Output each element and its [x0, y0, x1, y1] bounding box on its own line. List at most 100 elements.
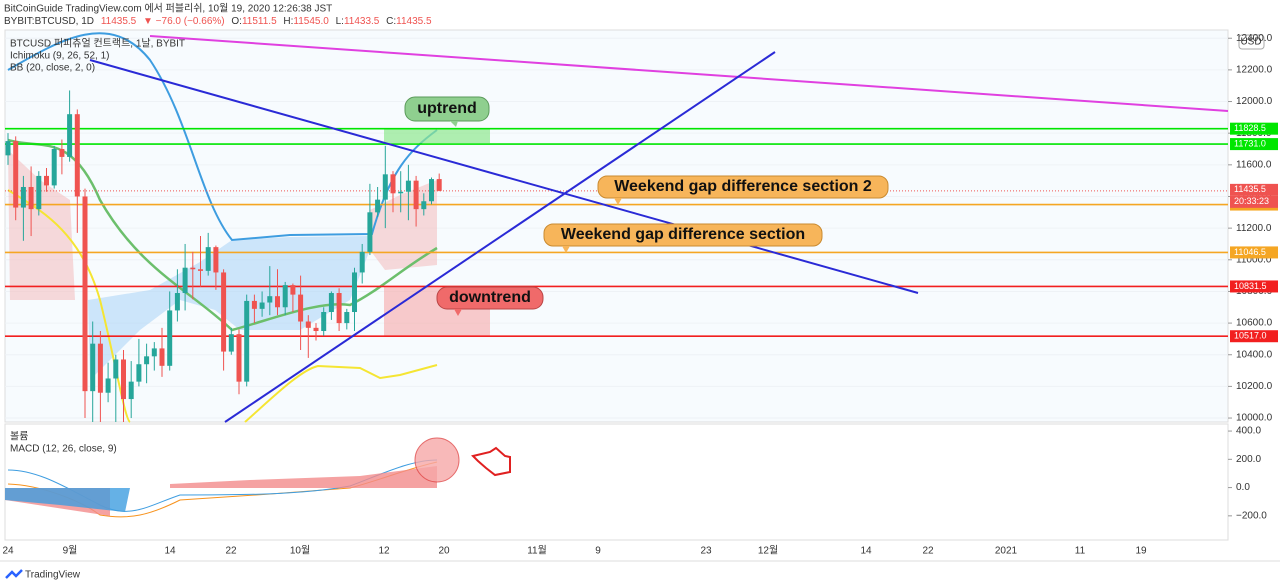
x-tick-label: 12	[378, 546, 390, 557]
callout-text: Weekend gap difference section	[561, 226, 805, 243]
c-value: 11435.5	[396, 16, 432, 27]
y-tick-label: 12000.0	[1236, 96, 1273, 107]
o-value: 11511.5	[242, 16, 277, 27]
candle-body	[5, 141, 11, 156]
callout	[543, 223, 823, 247]
level-label-badge	[1230, 122, 1278, 135]
candle-body	[375, 199, 381, 213]
candle-body	[67, 114, 73, 157]
candle-body	[413, 180, 419, 210]
legend-entry: BB (20, close, 2, 0)	[10, 63, 95, 74]
y-tick-label: 10000.0	[1236, 413, 1273, 424]
candle-body	[36, 175, 42, 210]
level-label-badge	[1230, 280, 1278, 293]
trend-line	[224, 51, 776, 423]
c-label: C:	[386, 16, 396, 27]
symbol-line: BYBIT:BTCUSD, 1D 11435.5 ▼ −76.0 (−0.66%…	[4, 16, 432, 27]
callout-tail	[450, 121, 458, 127]
countdown-label-badge	[1230, 195, 1278, 208]
candle-body	[251, 300, 257, 309]
x-tick-label: 11월	[527, 545, 547, 557]
candle-body	[382, 174, 388, 200]
candle-body	[367, 212, 373, 252]
candle-body	[436, 179, 442, 191]
y-tick-label: 200.0	[1236, 454, 1261, 465]
candle-body	[290, 285, 296, 295]
y-tick-label: 11000.0	[1236, 254, 1272, 265]
published-line: BitCoinGuide TradingView.com 에서 퍼블리쉬, 10…	[4, 3, 332, 15]
x-tick-label: 14	[164, 546, 176, 557]
level-label-badge	[1230, 330, 1278, 343]
legend-entry: Ichimoku (9, 26, 52, 1)	[10, 51, 110, 62]
y-tick-label: 400.0	[1236, 426, 1261, 437]
candle-body	[128, 381, 134, 400]
candle-body	[97, 343, 103, 393]
l-label: L:	[336, 16, 344, 27]
candle-body	[74, 114, 80, 197]
y-tick-label: 0.0	[1236, 482, 1250, 493]
candle-body	[51, 149, 57, 186]
candle-body	[282, 285, 288, 308]
candle-body	[13, 141, 19, 208]
legend-entry: BTCUSD 퍼피츄얼 컨트랙트, 1날, BYBIT	[10, 38, 185, 50]
lower-pane	[4, 423, 1229, 541]
candle-body	[244, 300, 250, 382]
x-tick-label: 14	[860, 546, 872, 557]
highlight-circle	[414, 437, 460, 483]
x-tick-label: 2021	[995, 546, 1018, 557]
currency[interactable]: USD	[1240, 37, 1261, 48]
volume-label: 볼륨	[10, 431, 28, 443]
candle-body	[259, 302, 265, 309]
macd-label: MACD (12, 26, close, 9)	[10, 444, 117, 455]
symbol: BYBIT:BTCUSD, 1D	[4, 16, 94, 27]
candle-body	[82, 196, 88, 392]
candle-body	[421, 201, 427, 210]
callout-text: Weekend gap difference section 2	[614, 178, 872, 195]
level-label: 10831.5	[1234, 281, 1267, 291]
candle-body	[359, 251, 365, 273]
candle-body	[352, 272, 357, 313]
level-label: 11731.0	[1234, 138, 1266, 148]
level-label: 11046.5	[1234, 247, 1266, 257]
candle-body	[275, 296, 280, 308]
y-tick-label: −200.0	[1236, 510, 1267, 521]
pointer-icon	[471, 446, 511, 477]
candle-body	[90, 343, 96, 392]
candle-body	[429, 179, 434, 202]
candle-body	[390, 174, 396, 194]
candle-body	[159, 348, 165, 366]
currency-badge[interactable]	[1238, 34, 1265, 50]
h-label: H:	[283, 16, 293, 27]
macd-histogram	[5, 466, 437, 516]
candle-body	[136, 364, 142, 382]
last-price-label: 11435.5	[1234, 184, 1266, 194]
candle-body	[228, 334, 234, 352]
candle-body	[313, 327, 319, 332]
y-tick-label: 12200.0	[1236, 65, 1273, 76]
x-tick-label: 19	[1135, 546, 1147, 557]
level-label-badge	[1230, 138, 1278, 151]
candle-body	[20, 186, 26, 208]
y-tick-label: 11200.0	[1236, 223, 1272, 234]
ichimoku-cloud	[88, 236, 370, 380]
x-tick-label: 11	[1075, 546, 1086, 557]
last-price-label-badge	[1230, 183, 1278, 196]
callout-tail	[614, 198, 622, 205]
footer: TradingView	[25, 570, 81, 581]
ichimoku-cloud	[370, 180, 437, 270]
y-tick-label: 10600.0	[1236, 318, 1273, 329]
logo	[5, 569, 23, 579]
callout-tail	[454, 309, 462, 316]
candle-body	[151, 348, 157, 357]
y-tick-label: 10400.0	[1236, 349, 1273, 360]
x-tick-label: 9월	[63, 545, 78, 557]
x-tick-label: 23	[700, 546, 712, 557]
candle-body	[113, 359, 119, 379]
x-tick-label: 10월	[290, 545, 310, 557]
candle-body	[44, 175, 49, 186]
last-price: 11435.5	[101, 16, 137, 27]
x-tick-label: 22	[225, 546, 237, 557]
trend-line	[149, 35, 1229, 112]
uptrend-zone	[384, 128, 490, 143]
